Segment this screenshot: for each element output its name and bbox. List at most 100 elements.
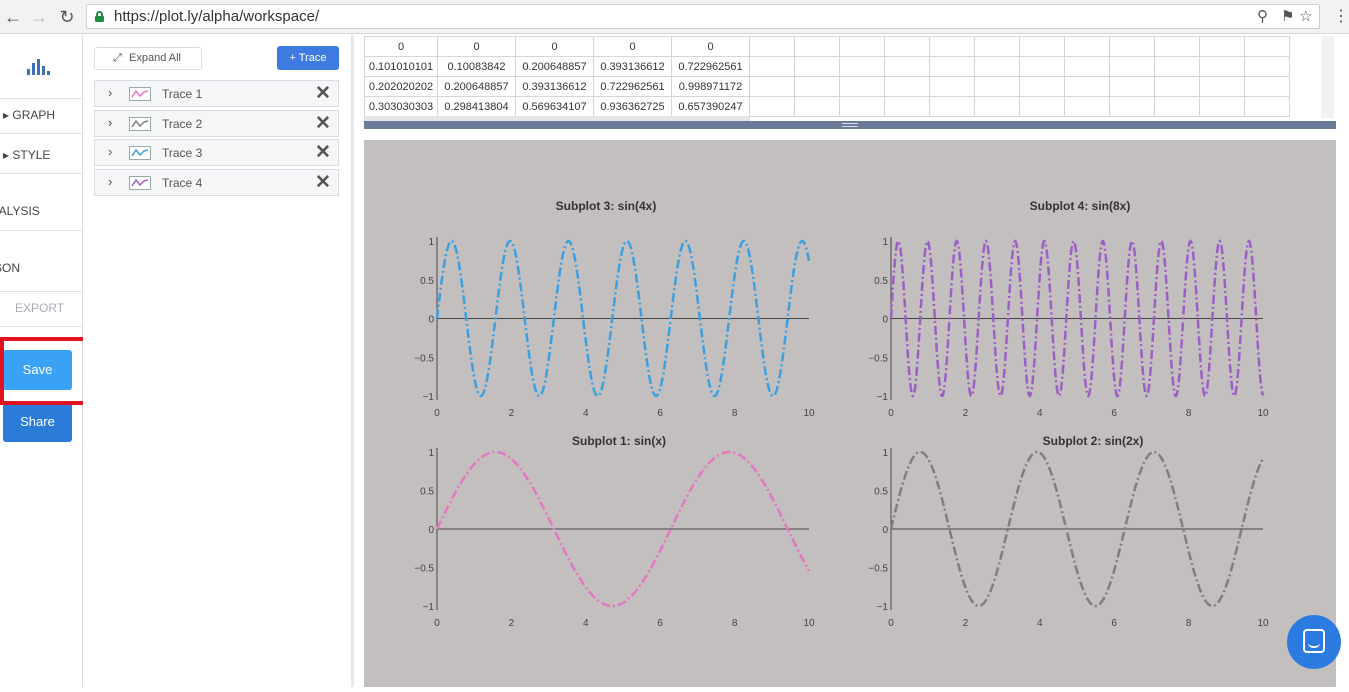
grid-cell[interactable] <box>794 36 840 57</box>
sidebar-item-export[interactable]: EXPORT <box>15 301 65 315</box>
grid-cell[interactable]: 0.722962561 <box>593 76 672 97</box>
grid-cell[interactable] <box>974 96 1020 117</box>
grid-cell[interactable] <box>749 76 795 97</box>
save-button[interactable]: Save <box>3 350 72 390</box>
grid-cell[interactable] <box>1199 56 1245 77</box>
sidebar-item-json[interactable]: JSON <box>0 261 21 275</box>
zoom-icon[interactable]: ⚲ <box>1257 8 1268 25</box>
grid-cell[interactable]: 0 <box>671 36 750 57</box>
chevron-right-icon[interactable]: › <box>108 115 113 130</box>
close-icon[interactable]: ✕ <box>315 172 331 193</box>
grid-cell[interactable] <box>749 36 795 57</box>
bookmark-star-icon[interactable]: ☆ <box>1299 8 1313 25</box>
grid-cell[interactable] <box>839 56 885 77</box>
sidebar-item-analysis[interactable]: ANALYSIS <box>0 204 40 218</box>
close-icon[interactable]: ✕ <box>315 83 331 104</box>
add-trace-button[interactable]: + Trace <box>277 46 339 70</box>
chevron-right-icon[interactable]: › <box>108 174 113 189</box>
grid-cell[interactable] <box>1199 76 1245 97</box>
reload-icon[interactable]: ↻ <box>59 7 75 27</box>
grid-cell[interactable] <box>1019 96 1065 117</box>
browser-menu-icon[interactable]: ⋮ <box>1333 8 1349 25</box>
grid-cell[interactable] <box>974 36 1020 57</box>
grid-cell[interactable]: 0 <box>364 36 438 57</box>
grid-cell[interactable] <box>1154 36 1200 57</box>
grid-cell[interactable] <box>1019 36 1065 57</box>
grid-cell[interactable] <box>1109 36 1155 57</box>
trace-row[interactable]: › Trace 3 ✕ <box>94 139 339 166</box>
series-line[interactable] <box>435 450 811 608</box>
chevron-right-icon[interactable]: › <box>108 144 113 159</box>
forward-arrow-icon[interactable]: → <box>30 7 48 27</box>
trace-row[interactable]: › Trace 2 ✕ <box>94 110 339 137</box>
grid-cell[interactable]: 0.298413804 <box>437 96 516 117</box>
grid-cell[interactable]: 0.936362725 <box>593 96 672 117</box>
grid-cell[interactable] <box>794 76 840 97</box>
grid-cell[interactable]: 0 <box>437 36 516 57</box>
grid-cell[interactable]: 0.303030303 <box>364 96 438 117</box>
grid-cell[interactable] <box>749 96 795 117</box>
grid-cell[interactable]: 0.202020202 <box>364 76 438 97</box>
expand-all-button[interactable]: ⤢ Expand All <box>94 47 202 70</box>
chevron-right-icon[interactable]: › <box>108 85 113 100</box>
grid-cell[interactable]: 0 <box>515 36 594 57</box>
grid-cell[interactable] <box>1064 76 1110 97</box>
grid-cell[interactable] <box>1154 76 1200 97</box>
grid-cell[interactable] <box>884 36 930 57</box>
grid-cell[interactable] <box>1064 36 1110 57</box>
grid-cell[interactable] <box>839 76 885 97</box>
grid-cell[interactable] <box>1154 56 1200 77</box>
series-line[interactable] <box>889 239 1265 398</box>
panel-divider[interactable] <box>351 35 354 687</box>
grid-cell[interactable]: 0.10083842 <box>437 56 516 77</box>
grid-cell[interactable] <box>884 76 930 97</box>
grid-cell[interactable]: 0.200648857 <box>437 76 516 97</box>
close-icon[interactable]: ✕ <box>315 142 331 163</box>
subplots-chart[interactable]: Subplot 3: sin(4x)10.50−0.5−10 2 4 6 8 10Subp… <box>364 140 1336 687</box>
grid-cell[interactable] <box>929 36 975 57</box>
grid-cell[interactable] <box>749 56 795 77</box>
grid-cell[interactable] <box>839 36 885 57</box>
grid-cell[interactable] <box>1109 96 1155 117</box>
grid-cell[interactable] <box>1109 56 1155 77</box>
grid-cell[interactable] <box>1109 76 1155 97</box>
plotly-logo-icon[interactable] <box>25 59 51 75</box>
grid-cell[interactable] <box>1244 96 1290 117</box>
grid-cell[interactable] <box>839 96 885 117</box>
grid-cell[interactable] <box>794 56 840 77</box>
grid-cell[interactable]: 0 <box>593 36 672 57</box>
grid-horizontal-scrollbar[interactable] <box>364 116 750 121</box>
grid-cell[interactable] <box>1244 36 1290 57</box>
grid-cell[interactable]: 0.393136612 <box>593 56 672 77</box>
grid-cell[interactable] <box>1064 56 1110 77</box>
address-bar[interactable]: https://plot.ly/alpha/workspace/ ⚲ ⚑ ☆ <box>86 4 1320 29</box>
grid-cell[interactable] <box>1199 96 1245 117</box>
grid-cell[interactable] <box>1244 56 1290 77</box>
grid-cell[interactable] <box>929 76 975 97</box>
grid-cell[interactable] <box>794 96 840 117</box>
chat-support-button[interactable] <box>1287 615 1341 669</box>
grid-cell[interactable]: 0.200648857 <box>515 56 594 77</box>
grid-cell[interactable] <box>1019 76 1065 97</box>
grid-cell[interactable]: 0.393136612 <box>515 76 594 97</box>
grid-cell[interactable] <box>929 56 975 77</box>
grid-cell[interactable] <box>884 56 930 77</box>
grid-cell[interactable] <box>1064 96 1110 117</box>
grid-cell[interactable] <box>1199 36 1245 57</box>
grid-cell[interactable] <box>1154 96 1200 117</box>
grid-cell[interactable] <box>974 56 1020 77</box>
grid-cell[interactable] <box>974 76 1020 97</box>
series-line[interactable] <box>889 450 1265 608</box>
sidebar-item-graph[interactable]: ▸ GRAPH <box>3 108 56 122</box>
close-icon[interactable]: ✕ <box>315 113 331 134</box>
back-arrow-icon[interactable]: ← <box>4 7 22 27</box>
grid-cell[interactable]: 0.101010101 <box>364 56 438 77</box>
trace-row[interactable]: › Trace 4 ✕ <box>94 169 339 196</box>
grid-cell[interactable] <box>1244 76 1290 97</box>
grid-resize-handle[interactable] <box>364 121 1336 129</box>
sidebar-item-style[interactable]: ▸ STYLE <box>3 148 51 162</box>
series-line[interactable] <box>435 239 811 398</box>
grid-cell[interactable] <box>1019 56 1065 77</box>
grid-cell[interactable] <box>884 96 930 117</box>
share-button[interactable]: Share <box>3 402 72 442</box>
